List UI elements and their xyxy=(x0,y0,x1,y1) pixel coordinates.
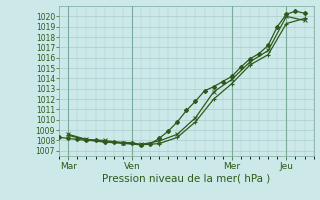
X-axis label: Pression niveau de la mer( hPa ): Pression niveau de la mer( hPa ) xyxy=(102,173,270,183)
